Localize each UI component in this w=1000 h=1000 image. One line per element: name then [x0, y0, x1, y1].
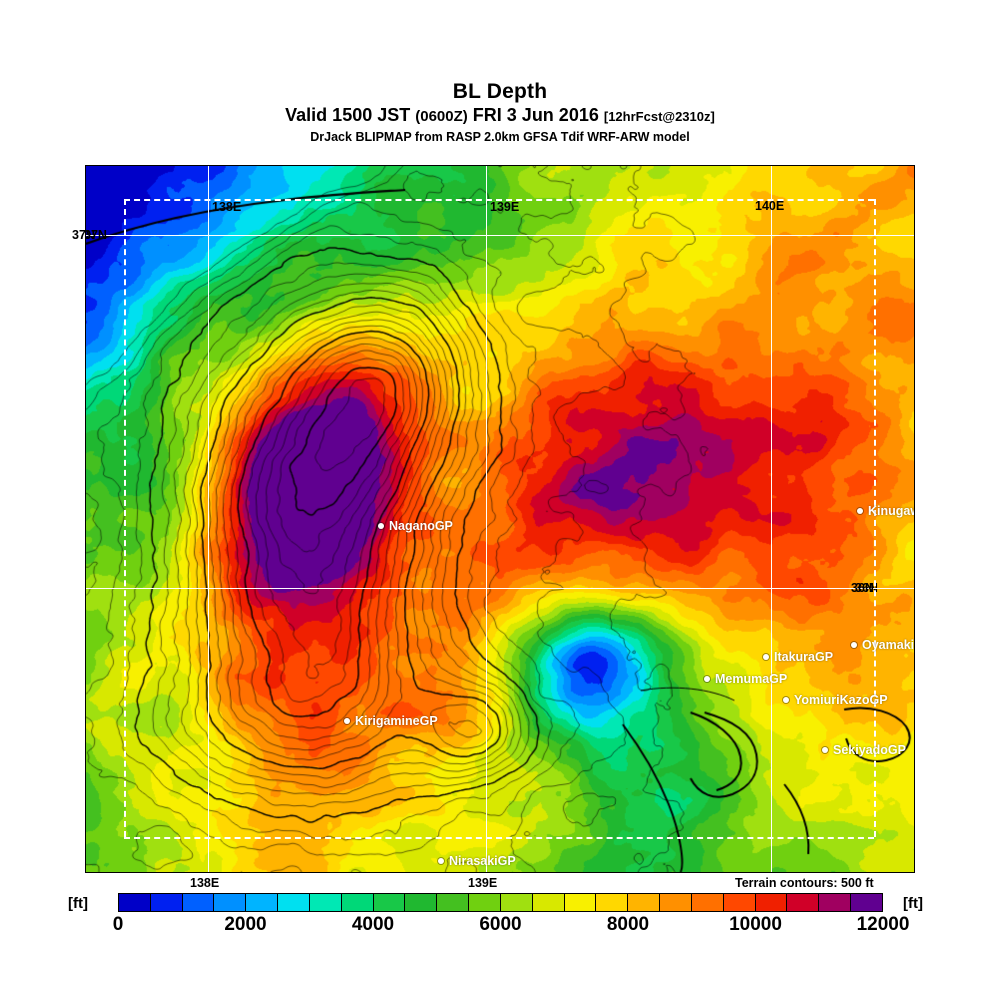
colorbar-segment — [787, 894, 820, 911]
bl-depth-raster — [86, 166, 914, 872]
colorbar-tick-label: 10000 — [729, 914, 782, 935]
station-marker[interactable]: NirasakiGP — [438, 854, 516, 868]
station-marker[interactable]: SekiyadoGP — [822, 743, 906, 757]
station-marker[interactable]: YomiuriKazoGP — [783, 693, 888, 707]
colorbar-segment — [723, 894, 756, 911]
station-dot-icon — [783, 697, 789, 703]
axis-label-lon-139e-bottom: 139E — [468, 876, 498, 890]
station-dot-icon — [851, 642, 857, 648]
station-dot-icon — [857, 508, 863, 514]
colorbar-segment — [309, 894, 342, 911]
colorbar-segment — [341, 894, 374, 911]
station-label: YomiuriKazoGP — [794, 693, 888, 707]
station-dot-icon — [822, 747, 828, 753]
map-label-lon-139e: 139E — [490, 200, 520, 214]
colorbar-segment — [596, 894, 629, 911]
colorbar-segment — [119, 894, 151, 911]
station-label: NirasakiGP — [449, 854, 516, 868]
colorbar-segment — [214, 894, 247, 911]
station-marker[interactable]: ItakuraGP — [763, 650, 833, 664]
colorbar-tick-label: 6000 — [479, 914, 522, 935]
map-label-lat-36n: 36N — [851, 581, 874, 595]
colorbar-tick-label: 2000 — [224, 914, 267, 935]
station-marker[interactable]: NaganoGP — [378, 519, 453, 533]
station-dot-icon — [763, 654, 769, 660]
colorbar-segment — [373, 894, 406, 911]
axis-label-lat-37n: 37N — [72, 228, 95, 242]
colorbar-segment — [564, 894, 597, 911]
valid-utc: (0600Z) — [415, 108, 468, 125]
page-title: BL Depth — [452, 80, 548, 103]
station-marker[interactable]: OyamakiruGP — [851, 638, 915, 652]
terrain-contour-note: Terrain contours: 500 ft — [735, 876, 874, 890]
station-label: NaganoGP — [389, 519, 453, 533]
colorbar-segment — [182, 894, 215, 911]
graticule-lat-37n — [86, 235, 914, 236]
station-label: ItakuraGP — [774, 650, 834, 664]
station-dot-icon — [378, 523, 384, 529]
colorbar[interactable] — [118, 893, 883, 912]
station-label: OyamakiruGP — [862, 638, 915, 652]
map-label-lat-37n: 37N — [85, 228, 107, 242]
title-block: BL Depth Valid 1500 JST (0600Z) FRI 3 Ju… — [0, 80, 1000, 146]
colorbar-block: [ft] [ft] 0 2000 4000 6000 8000 10000 12000 — [0, 893, 1000, 953]
colorbar-tick-label: 4000 — [351, 914, 395, 935]
graticule-lat-36n — [86, 588, 914, 589]
colorbar-segment — [660, 894, 692, 911]
colorbar-tick-label: 8000 — [606, 914, 650, 935]
colorbar-segment — [469, 894, 501, 911]
graticule-lon-140e — [771, 166, 772, 872]
colorbar-segment — [437, 894, 470, 911]
colorbar-unit-right: [ft] — [903, 895, 923, 912]
map-label-lon-138e: 138E — [212, 200, 242, 214]
graticule-lon-138e — [208, 166, 209, 872]
colorbar-segment — [851, 894, 882, 911]
colorbar-segment — [819, 894, 852, 911]
station-marker[interactable]: MemumaGP — [704, 672, 787, 686]
station-label: KirigamineGP — [355, 714, 438, 728]
colorbar-segment — [755, 894, 788, 911]
colorbar-segment — [150, 894, 183, 911]
colorbar-tick-label: 0 — [112, 914, 124, 935]
valid-date: FRI 3 Jun 2016 — [472, 105, 599, 125]
colorbar-segment — [628, 894, 661, 911]
map-frame[interactable]: 138E 139E 140E 37N 36N NaganoGP Kirigamin… — [85, 165, 915, 873]
map-label-lon-140e: 140E — [755, 199, 785, 213]
colorbar-segment — [246, 894, 279, 911]
axis-label-lon-138e-bottom: 138E — [190, 876, 220, 890]
station-label: SekiyadoGP — [833, 743, 906, 757]
colorbar-segment — [405, 894, 438, 911]
forecast-tag: [12hrFcst@2310z] — [603, 109, 715, 124]
station-label: MemumaGP — [715, 672, 788, 686]
valid-time-line: Valid 1500 JST (0600Z) FRI 3 Jun 2016 [1… — [0, 104, 1000, 128]
colorbar-segment — [500, 894, 533, 911]
station-marker[interactable]: KirigamineGP — [344, 714, 438, 728]
graticule-lon-139e — [486, 166, 487, 872]
station-dot-icon — [344, 718, 350, 724]
station-dot-icon — [438, 858, 444, 864]
valid-prefix: Valid 1500 JST — [285, 105, 411, 125]
station-label: KinugawaGP — [868, 504, 914, 518]
colorbar-segment — [278, 894, 310, 911]
colorbar-segment — [691, 894, 724, 911]
station-marker[interactable]: KinugawaGP — [857, 504, 914, 518]
colorbar-segment — [532, 894, 565, 911]
model-source-line: DrJack BLIPMAP from RASP 2.0km GFSA Tdif… — [310, 130, 690, 144]
station-dot-icon — [704, 676, 710, 682]
colorbar-tick-label: 12000 — [856, 914, 910, 935]
colorbar-unit-left: [ft] — [68, 895, 88, 912]
